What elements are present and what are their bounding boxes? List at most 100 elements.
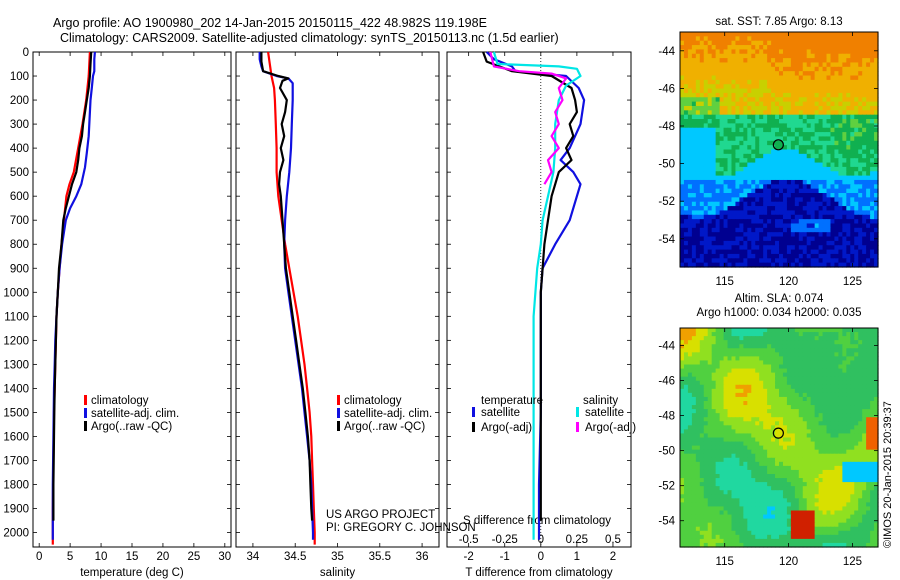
heatmap-cell [680,262,685,268]
heatmap-cell [683,486,689,491]
heatmap-cell [695,201,701,207]
heatmap-cell [810,433,816,439]
heatmap-cell [727,461,733,467]
heatmap-cell [838,158,843,164]
heatmap-cell [755,223,760,229]
heatmap-cell [703,465,709,471]
heatmap-cell [751,49,756,55]
heatmap-cell [802,348,808,353]
heatmap-cell [715,388,721,394]
heatmap-cell [743,36,748,42]
heatmap-cell [695,425,701,430]
heatmap-cell [739,417,744,422]
heatmap-cell [779,486,784,491]
heatmap-cell [786,136,792,142]
heatmap-cell [763,162,768,168]
heatmap-cell [854,114,859,120]
heatmap-cell [735,425,740,430]
heatmap-cell [747,453,752,459]
heatmap-cell [739,376,744,382]
heatmap-cell [711,352,717,357]
heatmap-cell [846,232,851,238]
heatmap-cell [731,336,737,341]
heatmap-cell [775,227,780,233]
heatmap-cell [810,132,816,138]
heatmap-cell [719,392,725,398]
heatmap-cell [866,376,871,382]
heatmap-cell [802,413,808,418]
heatmap-cell [731,40,737,46]
heatmap-cell [683,413,689,418]
heatmap-cell [731,425,737,430]
heatmap-cell [794,110,800,116]
heatmap-cell [759,158,764,164]
heatmap-cell [687,364,693,370]
heatmap-cell [806,380,812,386]
heatmap-cell [743,401,748,406]
heatmap-cell [763,62,768,68]
heatmap-cell [743,328,748,333]
heatmap-cell [680,376,685,382]
heatmap-cell [826,223,832,229]
heatmap-cell [735,486,740,491]
heatmap-cell [862,405,867,410]
heatmap-cell [747,71,752,77]
heatmap-cell [858,457,863,463]
heatmap-cell [830,45,836,51]
heatmap-cell [767,401,772,406]
heatmap-cell [755,356,760,362]
heatmap-cell [767,32,772,37]
heatmap-cell [683,227,689,233]
heatmap-cell [755,482,760,487]
heatmap-cell [767,92,772,98]
heatmap-cell [763,328,768,333]
heatmap-cell [699,236,705,242]
heatmap-cell [715,461,721,467]
heatmap-cell [735,364,740,370]
heatmap-cell [779,376,784,382]
heatmap-cell [719,232,725,238]
heatmap-cell [731,429,737,435]
heatmap-cell [802,84,808,90]
heatmap-cell [711,88,717,94]
heatmap-cell [862,79,867,85]
heatmap-cell [830,79,836,85]
heatmap-cell [862,219,867,225]
heatmap-cell [719,328,725,333]
heatmap-cell [838,449,843,455]
heatmap-cell [822,92,828,98]
heatmap-cell [695,40,701,46]
heatmap-cell [699,171,705,177]
heatmap-cell [794,175,800,181]
heatmap-cell [866,413,871,418]
heatmap-cell [802,372,808,378]
heatmap-cell [731,348,737,353]
heatmap-cell [735,384,740,390]
heatmap-cell [755,457,760,463]
heatmap-cell [838,482,843,487]
heatmap-cell [767,84,772,90]
heatmap-cell [695,249,701,255]
heatmap-cell [779,66,784,72]
heatmap-cell [842,75,847,81]
heatmap-cell [798,153,804,159]
heatmap-cell [707,328,713,333]
heatmap-cell [870,368,875,374]
heatmap-cell [866,392,871,398]
heatmap-cell [759,53,764,59]
heatmap-cell [810,372,816,378]
heatmap-cell [838,223,843,229]
heatmap-cell [719,66,725,72]
heatmap-cell [810,114,816,120]
heatmap-cell [763,32,768,37]
heatmap-cell [763,348,768,353]
heatmap-cell [850,162,855,168]
heatmap-cell [763,360,768,366]
heatmap-cell [680,253,685,259]
heatmap-cell [743,433,748,439]
heatmap-cell [850,413,855,418]
heatmap-cell [850,465,855,471]
heatmap-cell [695,478,701,483]
heatmap-cell [743,132,748,138]
heatmap-cell [810,66,816,72]
